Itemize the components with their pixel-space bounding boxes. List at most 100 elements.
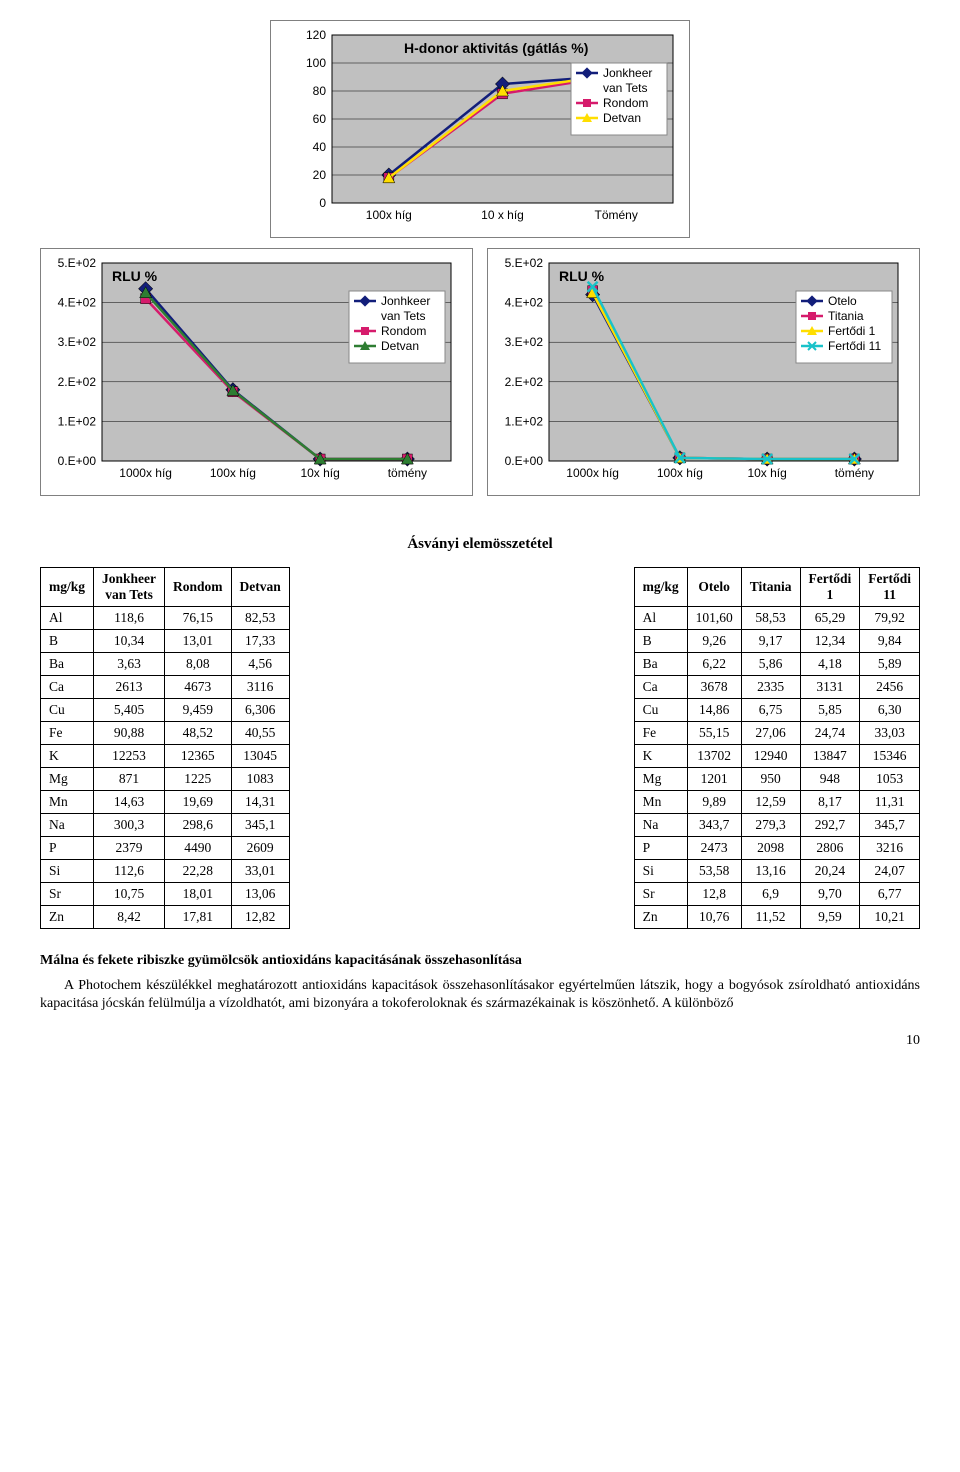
mineral-table-left: mg/kgJonkheervan TetsRondomDetvanAl118,6… bbox=[40, 567, 290, 929]
page-number: 10 bbox=[40, 1033, 920, 1049]
table-row: Cu14,866,755,856,30 bbox=[634, 699, 919, 722]
table-cell: 4,56 bbox=[231, 653, 289, 676]
table-row: Fe90,8848,5240,55 bbox=[41, 722, 290, 745]
svg-text:Jonkheer: Jonkheer bbox=[603, 66, 652, 80]
table-cell: 1053 bbox=[860, 768, 920, 791]
table-cell: P bbox=[634, 837, 687, 860]
table-cell: 10,75 bbox=[94, 883, 165, 906]
table-cell: 53,58 bbox=[687, 860, 741, 883]
table-cell: 5,405 bbox=[94, 699, 165, 722]
table-row: Fe55,1527,0624,7433,03 bbox=[634, 722, 919, 745]
svg-text:1.E+02: 1.E+02 bbox=[505, 414, 544, 428]
table-row: Ca3678233531312456 bbox=[634, 676, 919, 699]
svg-text:Titania: Titania bbox=[828, 309, 864, 323]
table-cell: Mn bbox=[41, 791, 94, 814]
table-cell: 9,459 bbox=[165, 699, 232, 722]
table-cell: 3216 bbox=[860, 837, 920, 860]
table-cell: Ba bbox=[634, 653, 687, 676]
svg-text:1.E+02: 1.E+02 bbox=[58, 414, 97, 428]
table-row: Mg87112251083 bbox=[41, 768, 290, 791]
table-cell: 343,7 bbox=[687, 814, 741, 837]
chart-row: 0.E+001.E+022.E+023.E+024.E+025.E+021000… bbox=[40, 248, 920, 496]
table-cell: 48,52 bbox=[165, 722, 232, 745]
svg-text:100x híg: 100x híg bbox=[210, 466, 256, 480]
table-cell: 8,42 bbox=[94, 906, 165, 929]
table-cell: 33,03 bbox=[860, 722, 920, 745]
table-cell: Mn bbox=[634, 791, 687, 814]
table-cell: 101,60 bbox=[687, 607, 741, 630]
table-cell: 10,34 bbox=[94, 630, 165, 653]
svg-text:RLU %: RLU % bbox=[559, 268, 605, 284]
tables-container: mg/kgJonkheervan TetsRondomDetvanAl118,6… bbox=[40, 567, 920, 929]
table-header: Fertődi11 bbox=[860, 568, 920, 607]
table-cell: 4673 bbox=[165, 676, 232, 699]
svg-text:0.E+00: 0.E+00 bbox=[58, 454, 97, 468]
table-cell: 948 bbox=[800, 768, 860, 791]
table-cell: Zn bbox=[41, 906, 94, 929]
table-cell: 15346 bbox=[860, 745, 920, 768]
table-cell: Ca bbox=[634, 676, 687, 699]
table-cell: K bbox=[41, 745, 94, 768]
svg-text:3.E+02: 3.E+02 bbox=[58, 335, 97, 349]
table-cell: 950 bbox=[741, 768, 800, 791]
svg-text:1000x híg: 1000x híg bbox=[566, 466, 619, 480]
table-cell: 345,7 bbox=[860, 814, 920, 837]
svg-text:2.E+02: 2.E+02 bbox=[505, 375, 544, 389]
table-row: Cu5,4059,4596,306 bbox=[41, 699, 290, 722]
table-cell: 13,06 bbox=[231, 883, 289, 906]
table-header: Detvan bbox=[231, 568, 289, 607]
table-row: Si53,5813,1620,2424,07 bbox=[634, 860, 919, 883]
table-cell: 3678 bbox=[687, 676, 741, 699]
table-row: B9,269,1712,349,84 bbox=[634, 630, 919, 653]
chart-hdonor: 020406080100120100x híg10 x hígTöményH-d… bbox=[270, 20, 690, 238]
table-cell: 82,53 bbox=[231, 607, 289, 630]
table-cell: 6,306 bbox=[231, 699, 289, 722]
svg-text:tömény: tömény bbox=[835, 466, 874, 480]
table-header: Jonkheervan Tets bbox=[94, 568, 165, 607]
table-row: Ba3,638,084,56 bbox=[41, 653, 290, 676]
table-row: K122531236513045 bbox=[41, 745, 290, 768]
table-cell: 5,89 bbox=[860, 653, 920, 676]
table-cell: B bbox=[41, 630, 94, 653]
svg-text:Fertődi 1: Fertődi 1 bbox=[828, 324, 876, 338]
table-row: Mn9,8912,598,1711,31 bbox=[634, 791, 919, 814]
table-cell: 6,9 bbox=[741, 883, 800, 906]
table-cell: 8,17 bbox=[800, 791, 860, 814]
svg-text:10x híg: 10x híg bbox=[747, 466, 786, 480]
table-cell: 6,75 bbox=[741, 699, 800, 722]
table-cell: 2379 bbox=[94, 837, 165, 860]
table-row: Ca261346733116 bbox=[41, 676, 290, 699]
table-cell: 18,01 bbox=[165, 883, 232, 906]
table-cell: Si bbox=[634, 860, 687, 883]
table-row: Si112,622,2833,01 bbox=[41, 860, 290, 883]
table-cell: 17,81 bbox=[165, 906, 232, 929]
svg-text:0: 0 bbox=[319, 196, 326, 210]
table-cell: 3,63 bbox=[94, 653, 165, 676]
table-cell: Sr bbox=[634, 883, 687, 906]
svg-text:tömény: tömény bbox=[388, 466, 427, 480]
table-cell: Mg bbox=[41, 768, 94, 791]
table-cell: 33,01 bbox=[231, 860, 289, 883]
svg-text:Otelo: Otelo bbox=[828, 294, 857, 308]
table-cell: 9,59 bbox=[800, 906, 860, 929]
svg-text:4.E+02: 4.E+02 bbox=[58, 296, 97, 310]
table-cell: 4,18 bbox=[800, 653, 860, 676]
table-cell: 6,30 bbox=[860, 699, 920, 722]
svg-text:10x híg: 10x híg bbox=[300, 466, 339, 480]
table-cell: 3116 bbox=[231, 676, 289, 699]
table-cell: 2098 bbox=[741, 837, 800, 860]
table-cell: 345,1 bbox=[231, 814, 289, 837]
table-cell: Ba bbox=[41, 653, 94, 676]
svg-text:Rondom: Rondom bbox=[381, 324, 426, 338]
table-row: Sr12,86,99,706,77 bbox=[634, 883, 919, 906]
table-cell: 9,70 bbox=[800, 883, 860, 906]
table-header: Otelo bbox=[687, 568, 741, 607]
table-cell: 76,15 bbox=[165, 607, 232, 630]
table-row: P2473209828063216 bbox=[634, 837, 919, 860]
svg-text:1000x híg: 1000x híg bbox=[119, 466, 172, 480]
table-header: Rondom bbox=[165, 568, 232, 607]
table-cell: Si bbox=[41, 860, 94, 883]
table-cell: 2806 bbox=[800, 837, 860, 860]
table-cell: Al bbox=[41, 607, 94, 630]
table-cell: 9,84 bbox=[860, 630, 920, 653]
